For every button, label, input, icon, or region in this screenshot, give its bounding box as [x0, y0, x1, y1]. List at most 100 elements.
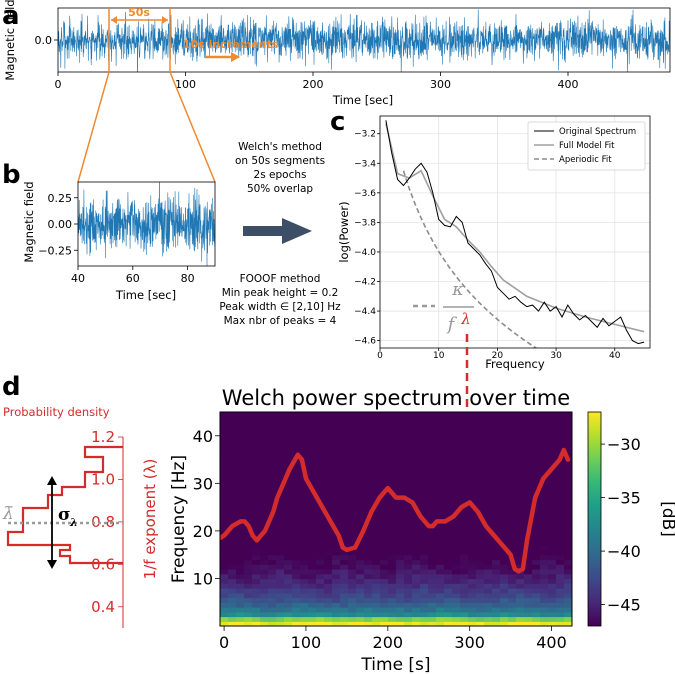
- heatmap-cell: [276, 559, 285, 565]
- heatmap-cell: [460, 559, 469, 565]
- heatmap-cell: [436, 559, 445, 565]
- heatmap-cell: [436, 507, 445, 513]
- heatmap-cell: [236, 469, 245, 475]
- heatmap-cell: [492, 588, 501, 594]
- heatmap-cell: [372, 559, 381, 565]
- heatmap-cell: [228, 588, 237, 594]
- heatmap-cell: [564, 445, 572, 451]
- heatmap-cell: [460, 526, 469, 532]
- heatmap-cell: [348, 611, 357, 618]
- formula-lambda: λ: [460, 310, 471, 328]
- heatmap-cell: [556, 573, 565, 580]
- heatmap-cell: [388, 530, 397, 537]
- heatmap-cell: [404, 516, 413, 522]
- heatmap-cell: [540, 573, 549, 580]
- xlabel-a: Time [sec]: [332, 93, 393, 107]
- heatmap-cell: [548, 435, 557, 442]
- heatmap-cell: [420, 412, 429, 418]
- heatmap-cell: [364, 478, 373, 484]
- heatmap-cell: [228, 416, 237, 423]
- heatmap-cell: [548, 440, 557, 446]
- heatmap-cell: [444, 450, 453, 456]
- heatmap-cell: [276, 540, 285, 546]
- ytick-d: 10: [193, 569, 213, 588]
- heatmap-cell: [388, 535, 397, 541]
- heatmap-cell: [348, 559, 357, 565]
- heatmap-cell: [412, 573, 421, 580]
- heatmap-cell: [420, 473, 429, 480]
- heatmap-cell: [228, 473, 237, 480]
- heatmap-cell: [516, 497, 525, 503]
- xtick-b: 40: [71, 272, 85, 285]
- heatmap-cell: [260, 450, 269, 456]
- heatmap-cell: [540, 521, 549, 527]
- heatmap-cell: [460, 516, 469, 522]
- heatmap-cell: [476, 478, 485, 484]
- heatmap-cell: [484, 530, 493, 537]
- heatmap-cell: [332, 426, 341, 432]
- heatmap-cell: [244, 431, 253, 437]
- heatmap-cell: [460, 592, 469, 599]
- heatmap-cell: [348, 549, 357, 556]
- heatmap-cell: [508, 450, 517, 456]
- heatmap-cell: [268, 554, 277, 561]
- heatmap-cell: [268, 621, 277, 626]
- heatmap-cell: [292, 459, 301, 465]
- heatmap-cell: [460, 431, 469, 437]
- heatmap-cell: [460, 588, 469, 594]
- heatmap-cell: [372, 597, 381, 603]
- heatmap-cell: [476, 549, 485, 556]
- heatmap-cell: [500, 497, 509, 503]
- heatmap-cell: [300, 445, 309, 451]
- heatmap-cell: [500, 568, 509, 575]
- heatmap-cell: [252, 607, 261, 613]
- heatmap-cell: [508, 611, 517, 618]
- ytick-b: 0.00: [48, 218, 73, 231]
- heatmap-cell: [236, 412, 245, 418]
- heatmap-cell: [260, 464, 269, 470]
- heatmap-cell: [284, 597, 293, 603]
- heatmap-cell: [372, 450, 381, 456]
- title-d: Welch power spectrum over time: [222, 386, 570, 410]
- heatmap-cell: [324, 483, 333, 489]
- heatmap-cell: [436, 588, 445, 594]
- heatmap-cell: [276, 459, 285, 465]
- heatmap-cell: [452, 526, 461, 532]
- heatmap-cell: [276, 478, 285, 484]
- heatmap-cell: [292, 578, 301, 584]
- heatmap-cell: [364, 564, 373, 570]
- heatmap-cell: [548, 469, 557, 475]
- heatmap-cell: [300, 616, 309, 622]
- heatmap-cell: [252, 497, 261, 503]
- heatmap-cell: [548, 545, 557, 551]
- heatmap-cell: [372, 568, 381, 575]
- heatmap-cell: [540, 488, 549, 494]
- signal-trace-b: [78, 182, 215, 266]
- heatmap-cell: [556, 616, 565, 622]
- heatmap-cell: [428, 573, 437, 580]
- heatmap-cell: [396, 421, 405, 427]
- heatmap-cell: [428, 454, 437, 461]
- heatmap-cell: [236, 554, 245, 561]
- heatmap-cell: [324, 611, 333, 618]
- heatmap-cell: [316, 564, 325, 570]
- heatmap-cell: [468, 483, 477, 489]
- heatmap-cell: [260, 511, 269, 518]
- heatmap-cell: [412, 602, 421, 608]
- ytick-c: −4.4: [354, 307, 376, 317]
- heatmap-cell: [292, 607, 301, 613]
- heatmap-cell: [564, 516, 572, 522]
- heatmap-cell: [500, 412, 509, 418]
- heatmap-cell: [452, 592, 461, 599]
- heatmap-cell: [428, 416, 437, 423]
- heatmap-cell: [268, 526, 277, 532]
- heatmap-cell: [276, 592, 285, 599]
- heatmap-cell: [348, 478, 357, 484]
- heatmap-cell: [356, 507, 365, 513]
- heatmap-cell: [324, 464, 333, 470]
- heatmap-cell: [532, 621, 541, 626]
- heatmap-cell: [252, 559, 261, 565]
- heatmap-cell: [348, 526, 357, 532]
- heatmap-cell: [428, 440, 437, 446]
- ytick-c: −3.6: [354, 189, 376, 199]
